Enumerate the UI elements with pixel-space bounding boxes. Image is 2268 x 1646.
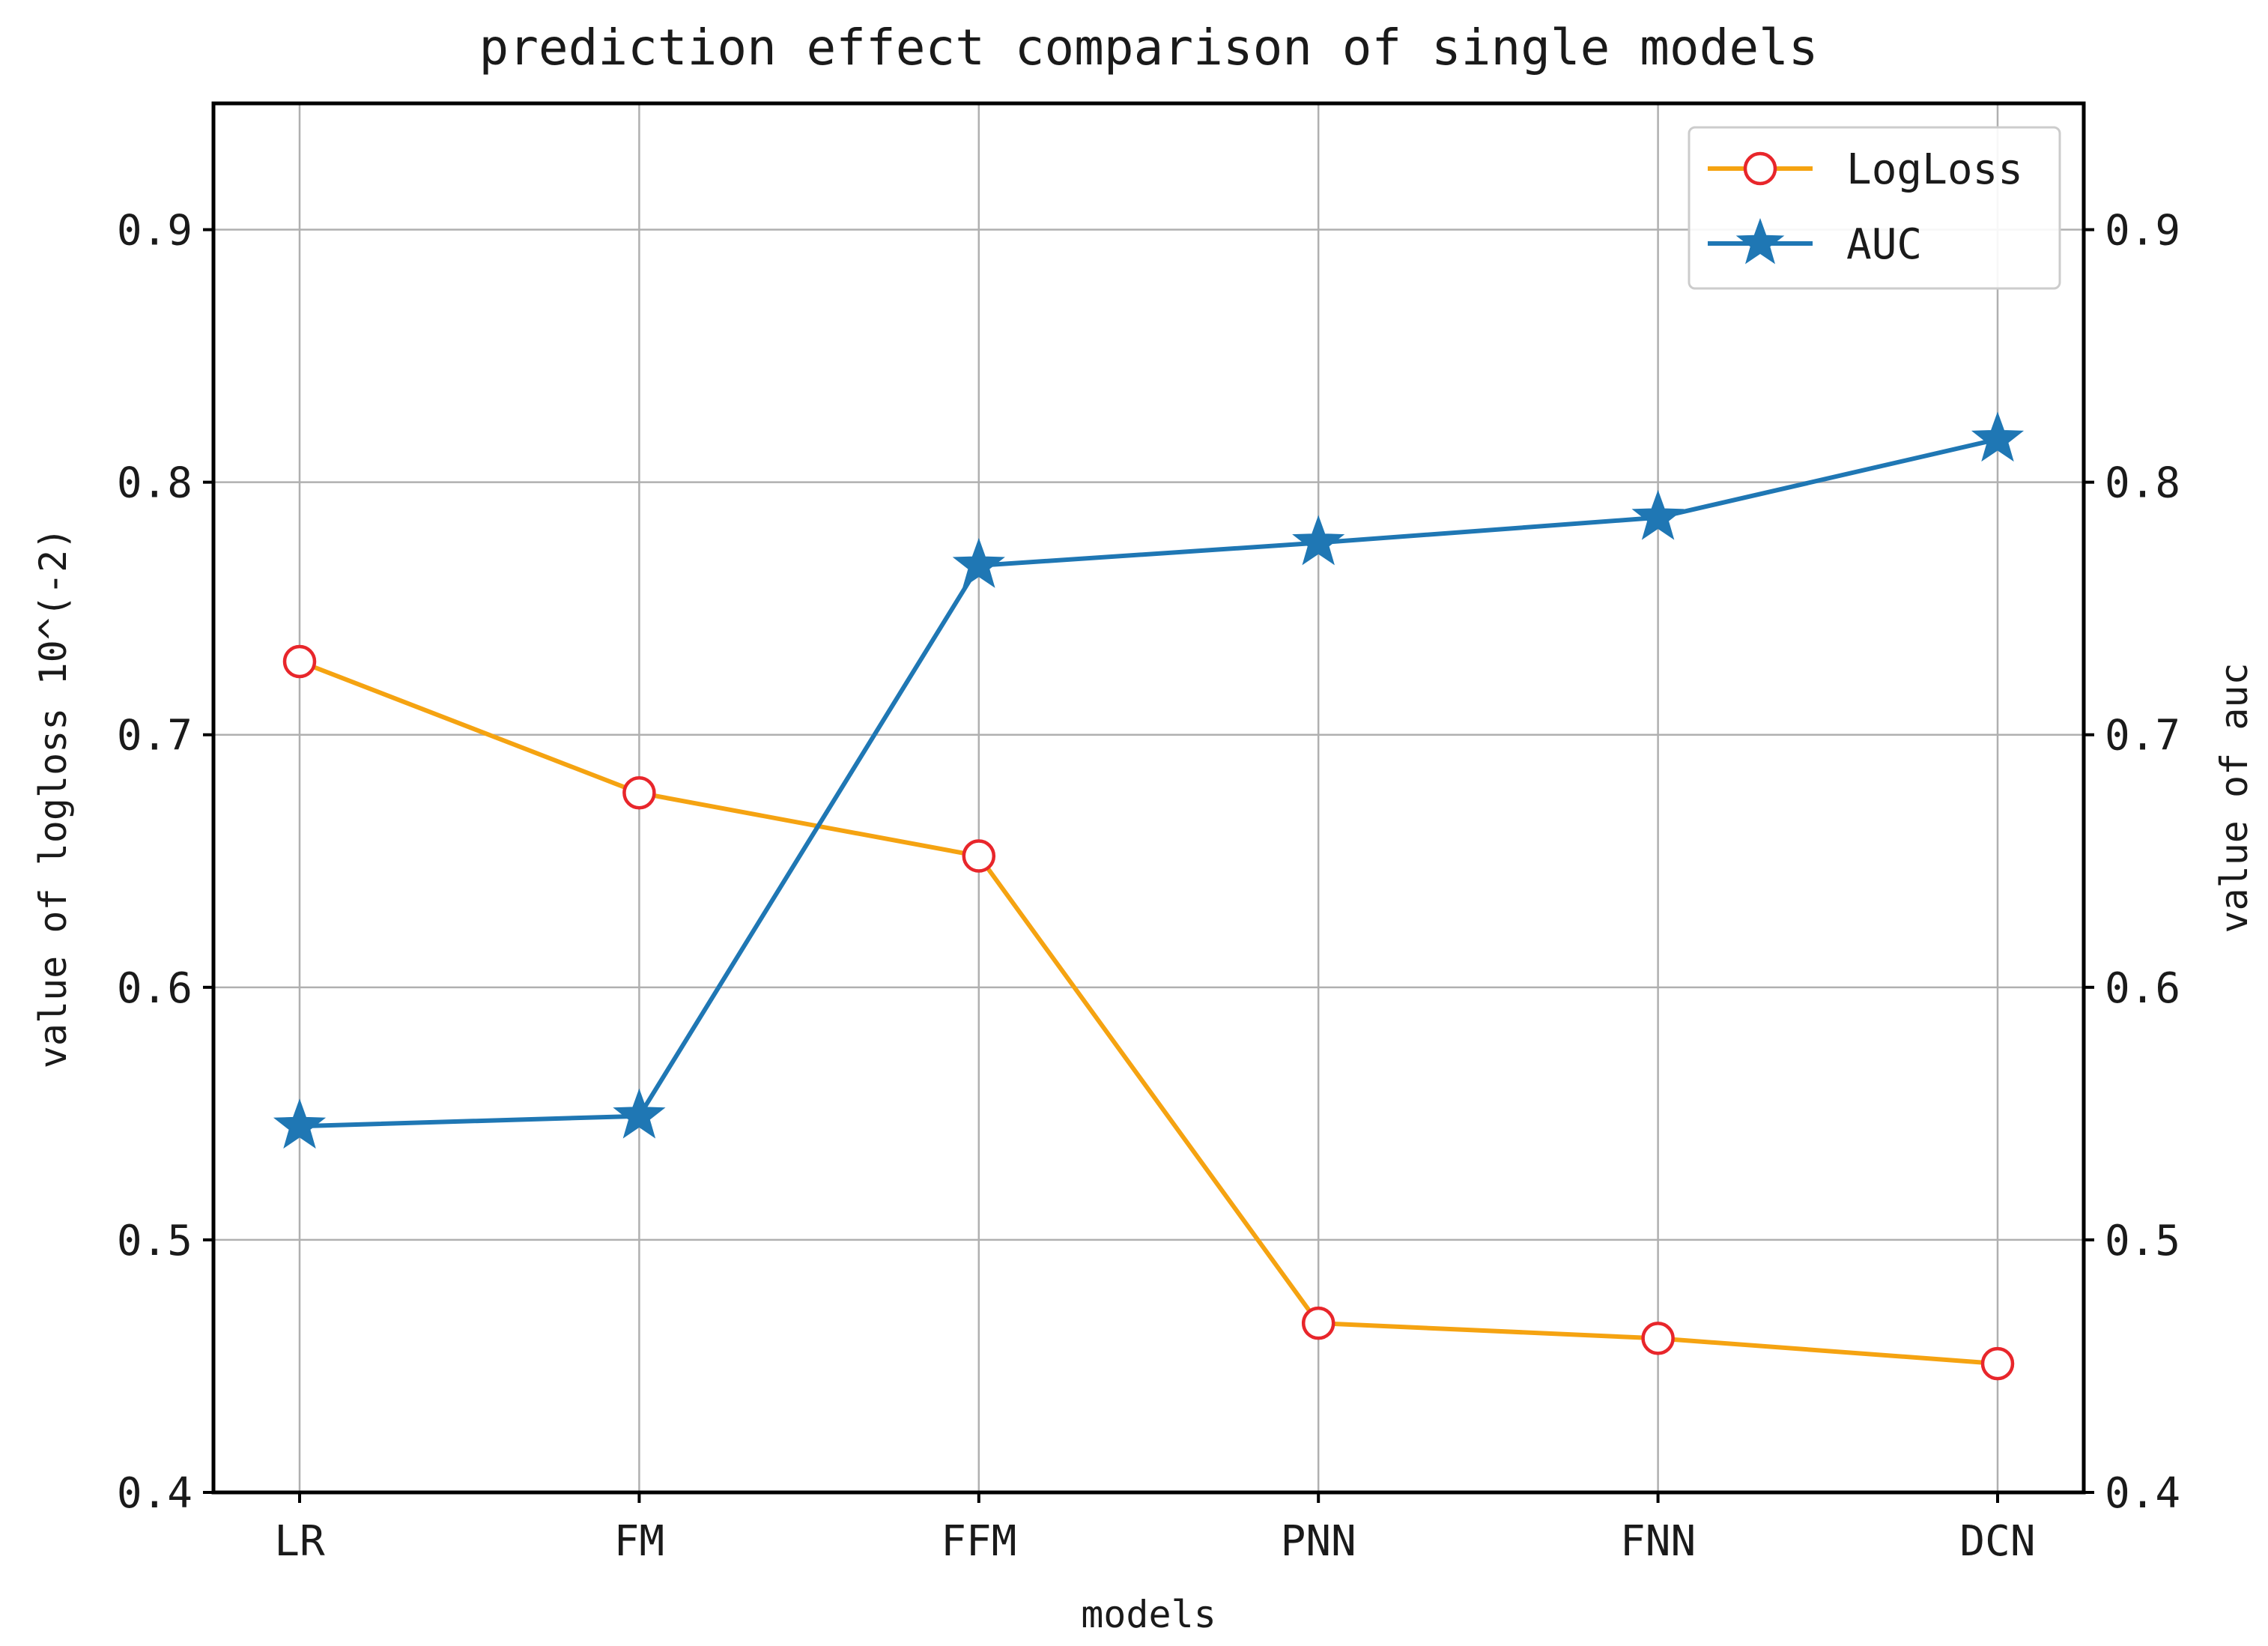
legend-label: AUC xyxy=(1846,220,1922,269)
y-tick-label-right: 0.9 xyxy=(2105,207,2180,255)
y-tick-label-left: 0.6 xyxy=(117,964,192,1013)
series-logloss xyxy=(282,644,2015,1381)
series-line-auc xyxy=(299,437,1998,1129)
series-layer xyxy=(273,411,2025,1381)
data-point-logloss xyxy=(282,644,317,679)
x-tick-label: PNN xyxy=(1281,1517,1356,1566)
data-point-logloss xyxy=(962,839,996,873)
x-axis-label: models xyxy=(1081,1593,1216,1636)
y-axis-label-left: value of logloss 10^(-2) xyxy=(31,527,75,1068)
x-tick-label: FNN xyxy=(1620,1517,1696,1566)
y-tick-label-right: 0.7 xyxy=(2105,712,2180,760)
y-tick-label-right: 0.8 xyxy=(2105,459,2180,508)
series-auc xyxy=(273,411,2025,1149)
ticks: LR FM FFM PNN FNN DCN 0.4 0.4 0.5 0.5 0.6 0.6 0.7 0.7… xyxy=(117,207,2180,1566)
y-tick-label-left: 0.8 xyxy=(117,459,192,508)
data-point-logloss xyxy=(1641,1322,1675,1355)
legend-item-logloss: LogLoss xyxy=(1708,145,2023,194)
data-point-logloss xyxy=(622,776,656,810)
data-point-auc xyxy=(952,537,1005,588)
data-point-auc xyxy=(1292,515,1345,566)
legend-marker-star xyxy=(1735,218,1785,264)
y-tick-label-left: 0.9 xyxy=(117,207,192,255)
data-point-auc xyxy=(273,1098,327,1149)
y-tick-label-right: 0.6 xyxy=(2105,964,2180,1013)
plot-frame xyxy=(211,101,2086,1495)
y-tick-label-left: 0.7 xyxy=(117,712,192,760)
legend-item-auc: AUC xyxy=(1708,218,1922,269)
series-line-logloss xyxy=(298,659,1998,1367)
legend-marker-circle xyxy=(1743,151,1777,186)
legend: LogLoss AUC xyxy=(1688,126,2061,290)
y-tick-label-left: 0.4 xyxy=(117,1469,192,1518)
x-tick-label: FFM xyxy=(941,1517,1016,1566)
y-tick-label-left: 0.5 xyxy=(117,1217,192,1265)
x-tick-label: LR xyxy=(274,1517,325,1566)
data-point-auc xyxy=(613,1088,666,1139)
data-point-auc xyxy=(1971,411,2025,462)
x-tick-label: FM xyxy=(614,1517,664,1566)
legend-label: LogLoss xyxy=(1846,145,2023,194)
legend-items: LogLoss AUC xyxy=(1708,145,2023,269)
data-point-logloss xyxy=(1301,1306,1335,1340)
data-point-logloss xyxy=(1980,1346,2015,1381)
y-tick-label-right: 0.5 xyxy=(2105,1217,2180,1265)
y-tick-label-right: 0.4 xyxy=(2105,1469,2180,1518)
y-axis-label-right: value of auc xyxy=(2213,662,2256,933)
chart-title: prediction effect comparison of single m… xyxy=(479,19,1818,76)
data-point-auc xyxy=(1631,489,1685,540)
x-tick-label: DCN xyxy=(1959,1517,2035,1566)
